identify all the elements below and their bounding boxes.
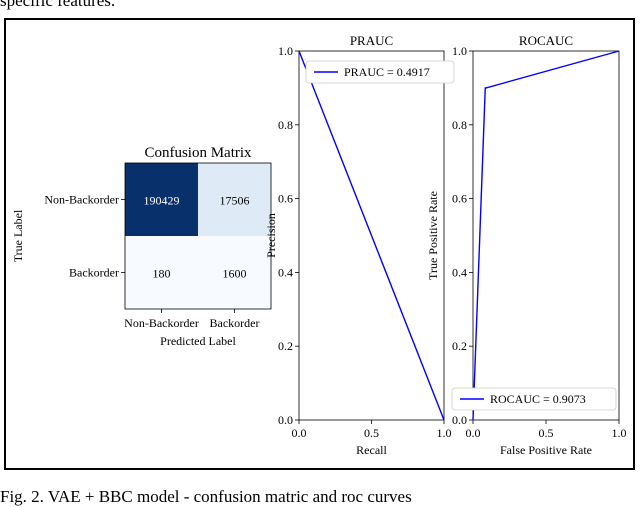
prauc-y-tick-label: 1.0 — [278, 44, 293, 58]
figure-panels: 190429 17506 180 1600 Confusion Matrix Non-Ba… — [11, 33, 627, 457]
rocauc-legend-box — [451, 387, 617, 411]
rocauc-title: ROCAUC — [519, 33, 573, 48]
heatmap-border — [124, 162, 272, 310]
rocauc-y-tick-label: 0.4 — [452, 265, 467, 279]
figure-caption: Fig. 2. VAE + BBC model - confusion matr… — [0, 487, 412, 506]
rocauc-series-line — [472, 50, 620, 421]
heatmap-cell — [125, 163, 198, 236]
heatmap-cell-value: 17506 — [220, 194, 250, 208]
heatmap-x-tick-label: Non-Backorder — [124, 316, 199, 330]
rocauc-x-tick-label: 0.5 — [539, 426, 554, 440]
rocauc-y-tick-label: 0.8 — [452, 118, 467, 132]
rocauc-legend-label: ROCAUC = 0.9073 — [490, 392, 586, 406]
prauc-legend-box — [305, 60, 455, 84]
prauc-y-tick-label: 0.6 — [278, 192, 293, 206]
heatmap-xlabel: Predicted Label — [160, 334, 236, 348]
heatmap-cell-value: 1600 — [223, 267, 247, 281]
heatmap-cell-value: 190429 — [144, 194, 180, 208]
prauc-title: PRAUC — [350, 33, 393, 48]
heatmap-x-tick-label: Backorder — [210, 316, 260, 330]
prauc-y-tick-label: 0.0 — [278, 413, 293, 427]
prauc-xlabel: Recall — [356, 443, 387, 457]
prauc-y-tick-label: 0.8 — [278, 118, 293, 132]
heatmap-ylabel: True Label — [11, 209, 25, 262]
heatmap-cell-value: 180 — [153, 267, 171, 281]
prauc-legend-label: PRAUC = 0.4917 — [344, 65, 430, 79]
rocauc-y-tick-label: 0.0 — [452, 413, 467, 427]
prauc-x-tick-label: 1.0 — [437, 426, 452, 440]
rocauc-x-tick-label: 1.0 — [612, 426, 627, 440]
heatmap-cell — [198, 163, 271, 236]
preceding-paragraph-text: specific features. — [0, 0, 116, 10]
rocauc-plot-area — [472, 50, 620, 421]
heatmap-y-tick-label: Backorder — [69, 266, 119, 280]
rocauc-y-tick-label: 0.6 — [452, 192, 467, 206]
prauc-series-line — [298, 50, 445, 421]
heatmap-cell — [125, 236, 198, 309]
rocauc-xlabel: False Positive Rate — [500, 443, 592, 457]
rocauc-y-tick-label: 1.0 — [452, 44, 467, 58]
prauc-x-tick-label: 0.0 — [292, 426, 307, 440]
prauc-ylabel: Precision — [264, 213, 278, 258]
prauc-y-tick-label: 0.2 — [278, 339, 293, 353]
heatmap-title: Confusion Matrix — [144, 145, 252, 161]
heatmap-y-tick-label: Non-Backorder — [44, 193, 119, 207]
rocauc-x-tick-label: 0.0 — [466, 426, 481, 440]
prauc-y-tick-label: 0.4 — [278, 265, 293, 279]
rocauc-y-tick-label: 0.2 — [452, 339, 467, 353]
prauc-x-tick-label: 0.5 — [364, 426, 379, 440]
rocauc-ylabel: True Positive Rate — [426, 191, 440, 280]
heatmap-cell — [198, 236, 271, 309]
figure-frame: 190429 17506 180 1600 Confusion Matrix Non-Ba… — [4, 18, 635, 470]
